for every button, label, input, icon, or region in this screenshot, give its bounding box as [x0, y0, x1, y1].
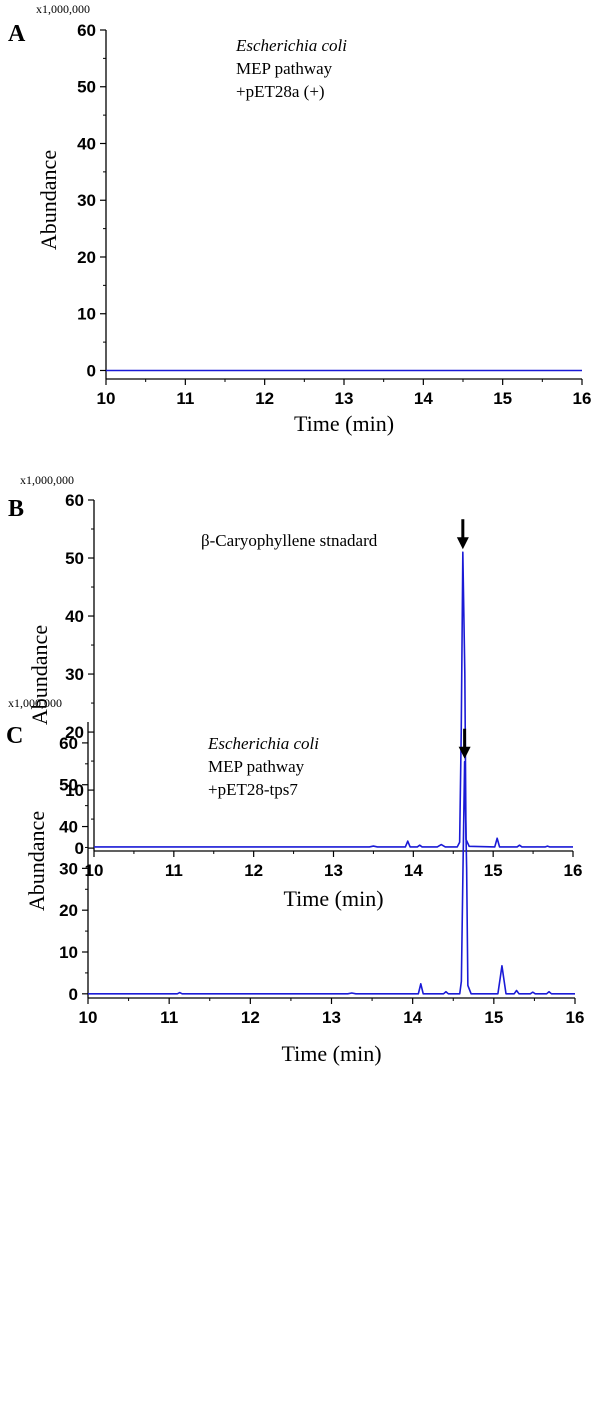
y-tick-label: 0: [87, 361, 96, 380]
annotation-line: MEP pathway: [236, 59, 333, 78]
y-multiplier-label: x1,000,000: [20, 473, 74, 487]
x-tick-label: 10: [85, 861, 104, 880]
x-tick-label: 13: [335, 389, 354, 408]
x-tick-label: 11: [176, 389, 194, 408]
panel-letter: A: [8, 21, 26, 47]
annotation-line: Escherichia coli: [235, 36, 347, 55]
y-axis-title: Abundance: [27, 625, 52, 725]
x-tick-label: 16: [573, 389, 592, 408]
y-tick-label: 50: [65, 549, 84, 568]
y-tick-label: 30: [59, 859, 78, 878]
x-tick-label: 13: [322, 1008, 341, 1027]
x-tick-label: 11: [165, 861, 183, 880]
y-tick-label: 40: [65, 607, 84, 626]
x-axis-title: Time (min): [294, 411, 394, 436]
y-multiplier-label: x1,000,000: [36, 2, 90, 16]
x-tick-label: 13: [324, 861, 343, 880]
y-tick-label: 50: [77, 78, 96, 97]
x-tick-label: 15: [484, 861, 503, 880]
annotation-line: Escherichia coli: [207, 734, 319, 753]
x-tick-label: 14: [404, 861, 423, 880]
y-tick-label: 50: [59, 776, 78, 795]
annotation-line: +pET28-tps7: [208, 780, 298, 799]
x-tick-label: 14: [414, 389, 433, 408]
y-tick-label: 20: [59, 901, 78, 920]
y-tick-label: 60: [77, 21, 96, 40]
chromatogram-trace: [88, 760, 575, 995]
y-tick-label: 30: [65, 665, 84, 684]
x-tick-label: 10: [79, 1008, 98, 1027]
y-tick-label: 20: [77, 248, 96, 267]
x-tick-label: 14: [403, 1008, 422, 1027]
y-tick-label: 40: [59, 818, 78, 837]
annotation-line: β-Caryophyllene stnadard: [201, 531, 378, 550]
x-tick-label: 12: [255, 389, 274, 408]
annotation-line: MEP pathway: [208, 757, 305, 776]
y-tick-label: 0: [75, 839, 84, 858]
panel-letter: C: [6, 723, 23, 749]
peak-arrow-icon: [456, 519, 469, 550]
y-tick-label: 60: [65, 491, 84, 510]
y-tick-label: 20: [65, 723, 84, 742]
y-tick-label: 10: [65, 781, 84, 800]
x-tick-label: 11: [160, 1008, 178, 1027]
annotation-line: +pET28a (+): [236, 82, 325, 101]
x-tick-label: 10: [97, 389, 116, 408]
y-tick-label: 0: [69, 985, 78, 1004]
chromatogram-trace: [94, 551, 573, 848]
y-multiplier-label: x1,000,000: [8, 696, 62, 710]
x-tick-label: 15: [493, 389, 512, 408]
y-tick-label: 30: [77, 191, 96, 210]
x-axis-title: Time (min): [283, 886, 383, 911]
y-tick-label: 60: [59, 734, 78, 753]
y-tick-label: 10: [77, 305, 96, 324]
y-axis-title: Abundance: [24, 811, 49, 911]
x-axis-title: Time (min): [281, 1041, 381, 1066]
y-tick-label: 10: [59, 943, 78, 962]
peak-arrow-icon: [458, 728, 471, 759]
x-tick-label: 12: [241, 1008, 260, 1027]
panel-letter: B: [8, 496, 24, 522]
x-tick-label: 12: [244, 861, 263, 880]
y-axis-title: Abundance: [36, 150, 61, 250]
y-tick-label: 40: [77, 134, 96, 153]
x-tick-label: 16: [566, 1008, 585, 1027]
x-tick-label: 16: [564, 861, 583, 880]
x-tick-label: 15: [484, 1008, 503, 1027]
